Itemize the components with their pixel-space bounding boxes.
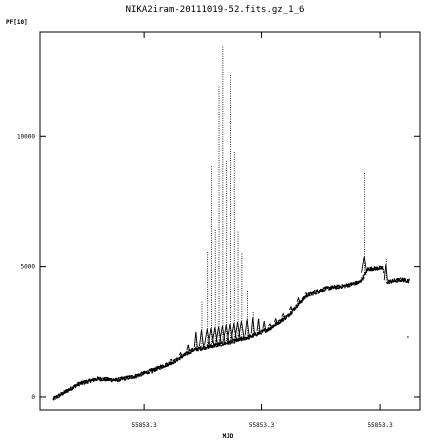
plot-frame	[39, 31, 421, 411]
spike-5	[193, 331, 198, 350]
spike-17	[244, 291, 250, 338]
spike-2	[169, 358, 173, 363]
spike-0	[150, 368, 154, 374]
spike-4	[186, 344, 190, 353]
spike-28	[383, 258, 388, 283]
y-tick-label-0: 0	[31, 394, 35, 401]
chart-title: NIKA2iram-20111019-52.fits.gz_1_6	[126, 5, 305, 15]
x-tick-label-0: 55853.3	[131, 422, 157, 429]
x-tick-label-2: 55853.3	[367, 422, 393, 429]
spike-19	[256, 318, 261, 334]
spike-15	[234, 231, 241, 341]
spike-6	[199, 301, 204, 349]
spike-3	[178, 351, 183, 358]
spike-7	[204, 252, 211, 348]
spike-13	[226, 74, 234, 343]
outlier-point-0	[407, 336, 409, 338]
spike-18	[250, 311, 255, 336]
spike-14	[230, 152, 237, 342]
spike-16	[238, 253, 245, 340]
axis-ticks: 0 5000 10000 55853.3 55853.3 55853.3	[17, 32, 420, 429]
spike-12	[223, 160, 230, 344]
spike-26	[304, 292, 308, 296]
spike-11	[219, 46, 226, 345]
y-axis-label: PF[10]	[6, 19, 28, 26]
spike-1	[159, 364, 164, 370]
spike-9	[211, 229, 218, 346]
y-tick-label-2: 10000	[17, 133, 35, 140]
spike-10	[215, 86, 222, 346]
x-tick-label-1: 55853.3	[249, 422, 275, 429]
y-tick-label-1: 5000	[21, 264, 36, 271]
spike-21	[268, 323, 272, 329]
spike-22	[273, 317, 278, 325]
spike-20	[262, 321, 267, 332]
spike-24	[289, 305, 293, 313]
data-points	[52, 46, 410, 401]
spike-25	[296, 296, 301, 305]
baseline-trace	[52, 265, 410, 401]
x-axis-label: MJD	[223, 433, 234, 440]
spike-27	[361, 173, 368, 276]
spike-8	[207, 166, 215, 347]
spike-23	[281, 312, 285, 320]
